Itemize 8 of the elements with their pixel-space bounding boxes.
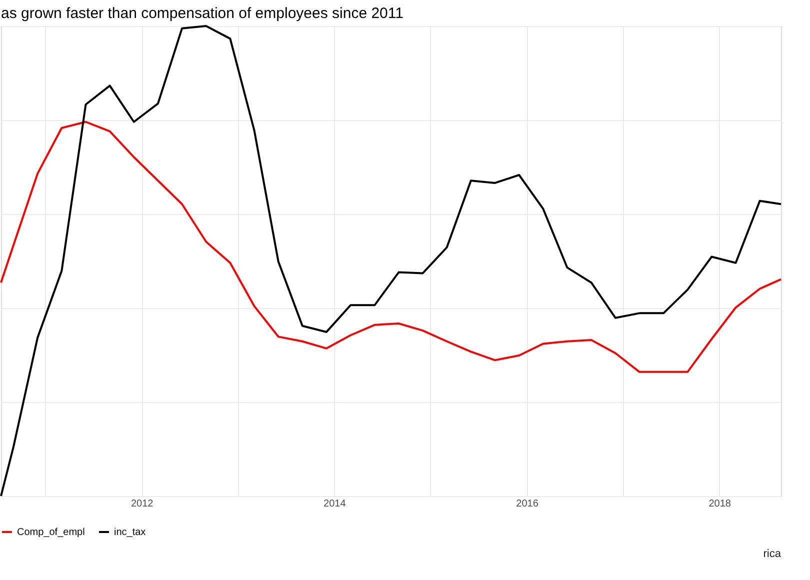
chart-title: as grown faster than compensation of employees since 2011 (1, 5, 404, 22)
legend-label: Comp_of_empl (17, 527, 85, 538)
x-tick-label: 2018 (708, 498, 732, 510)
x-tick-label: 2016 (516, 498, 539, 510)
legend-label: inc_tax (114, 527, 146, 538)
x-tick-label: 2014 (324, 498, 346, 510)
x-tick-label: 2012 (130, 498, 154, 510)
text: rica (763, 548, 782, 560)
